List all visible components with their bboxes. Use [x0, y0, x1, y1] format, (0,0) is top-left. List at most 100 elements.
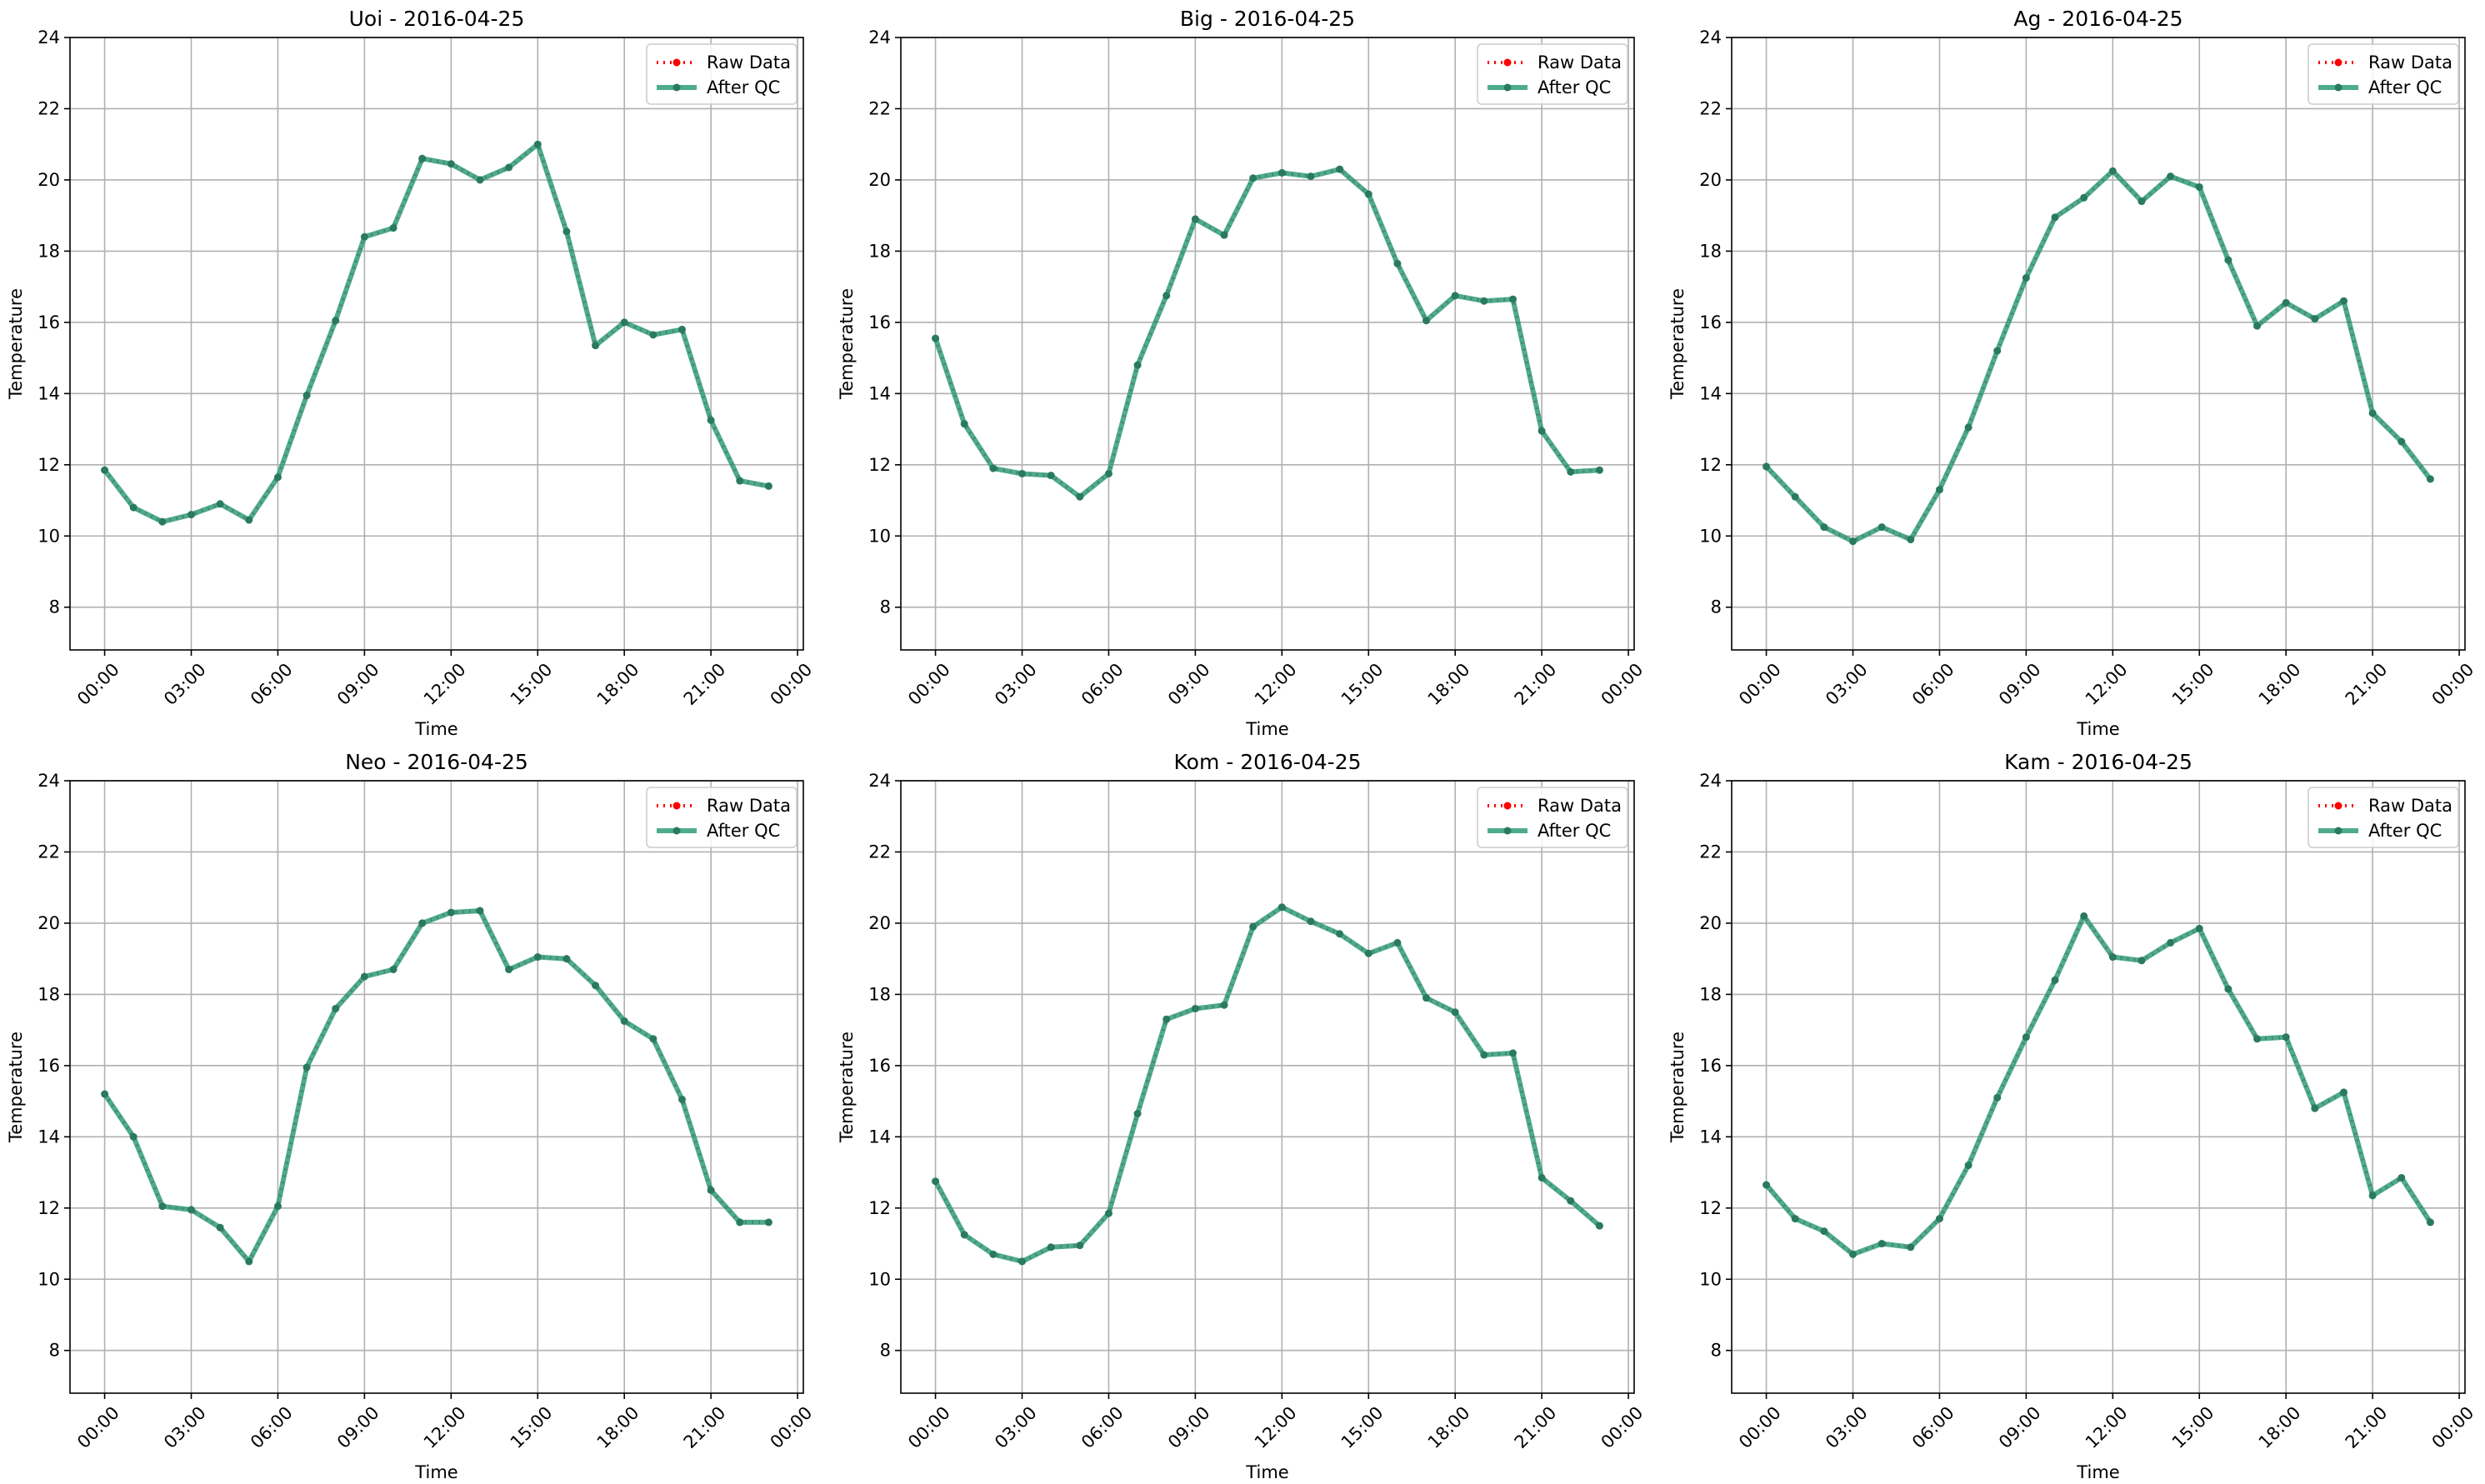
- after-qc-point: [1422, 994, 1431, 1002]
- subplot-title: Uoi - 2016-04-25: [349, 7, 525, 31]
- after-qc-point: [620, 1017, 628, 1025]
- after-qc-point: [2253, 322, 2262, 330]
- after-qc-point: [389, 224, 398, 232]
- axes-frame: [900, 37, 1635, 651]
- series-raw-data-line: [1765, 168, 2432, 543]
- after-qc-point: [1993, 347, 2002, 355]
- after-qc-point: [1538, 427, 1546, 435]
- series-raw-data-line: [933, 167, 1600, 499]
- after-qc-point: [129, 503, 138, 512]
- x-axis-label: Time: [414, 1462, 458, 1482]
- legend-qc-label: After QC: [707, 77, 780, 97]
- legend: Raw Data After QC: [646, 43, 798, 105]
- after-qc-point: [216, 1223, 224, 1232]
- after-qc-point: [1336, 930, 1344, 938]
- after-qc-point: [1220, 1001, 1228, 1009]
- after-qc-point: [1364, 190, 1372, 198]
- after-qc-point: [418, 919, 427, 927]
- x-axis-label: Time: [2076, 1462, 2119, 1482]
- legend: Raw Data After QC: [1477, 43, 1628, 105]
- after-qc-point: [932, 334, 940, 342]
- after-qc-point: [447, 908, 455, 917]
- after-qc-point: [1595, 1222, 1603, 1230]
- subplot-title: Kom - 2016-04-25: [1174, 750, 1362, 774]
- after-qc-point: [533, 140, 542, 148]
- after-qc-point: [1595, 466, 1603, 474]
- after-qc-point: [1076, 1242, 1084, 1250]
- series-raw-data-line: [102, 908, 769, 1265]
- subplot: 00:00 03:00 06:00 09:00 12:00 15:00 18:00 21:00…: [6, 7, 816, 739]
- x-tick-label: 00:00: [1598, 659, 1648, 709]
- legend-qc-marker: [672, 83, 681, 92]
- series-after-qc-line: [102, 142, 769, 525]
- legend-raw-label: Raw Data: [707, 52, 791, 72]
- y-tick-label: 16: [868, 1056, 891, 1076]
- after-qc-point: [1878, 523, 1886, 532]
- after-qc-point: [273, 473, 282, 482]
- y-tick-label: 20: [1699, 170, 1722, 190]
- after-qc-point: [2368, 409, 2377, 417]
- y-tick-label: 10: [868, 1269, 891, 1289]
- after-qc-point: [2253, 1035, 2262, 1043]
- axes-frame: [900, 780, 1635, 1394]
- after-qc-point: [1191, 215, 1199, 223]
- subplot-title: Kam - 2016-04-25: [2004, 750, 2192, 774]
- subplot: 00:00 03:00 06:00 09:00 12:00 15:00 18:00 21:00…: [1668, 7, 2478, 739]
- after-qc-point: [1849, 1250, 1858, 1258]
- y-tick-label: 20: [1699, 913, 1722, 933]
- after-qc-point: [1964, 423, 1972, 432]
- x-tick-label: 09:00: [333, 1402, 383, 1452]
- grid-lines: [901, 780, 1634, 1393]
- x-tick-label: 18:00: [593, 1402, 643, 1452]
- series-after-qc-line: [932, 167, 1600, 500]
- subplot: 00:00 03:00 06:00 09:00 12:00 15:00 18:00 21:00…: [837, 7, 1647, 739]
- x-tick-label: 00:00: [2428, 659, 2478, 709]
- after-qc-point: [678, 325, 686, 333]
- y-tick-label: 22: [1699, 98, 1722, 118]
- legend-raw-label: Raw Data: [1538, 52, 1622, 72]
- grid-lines: [70, 780, 803, 1393]
- after-qc-point: [2051, 976, 2059, 984]
- x-tick-label: 00:00: [904, 1402, 954, 1452]
- x-tick-label: 09:00: [1995, 659, 2045, 709]
- x-tick-label: 12:00: [2082, 659, 2132, 709]
- x-tick-label: 09:00: [333, 659, 383, 709]
- legend-qc-marker: [672, 827, 681, 835]
- y-tick-label: 24: [868, 771, 891, 791]
- series-after-qc-line: [1764, 913, 2432, 1257]
- x-tick-label: 21:00: [680, 659, 730, 709]
- axes-frame: [1731, 780, 2466, 1394]
- after-qc-point: [2311, 1104, 2319, 1112]
- after-qc-point: [2311, 315, 2319, 323]
- y-tick-label: 8: [880, 1341, 891, 1361]
- after-qc-point: [332, 317, 340, 325]
- after-qc-point: [2339, 1088, 2348, 1097]
- after-qc-point: [2282, 1033, 2290, 1042]
- y-tick-label: 12: [1699, 455, 1722, 475]
- after-qc-point: [1538, 1173, 1546, 1182]
- x-tick-label: 12:00: [420, 1402, 470, 1452]
- x-tick-label: 09:00: [1164, 659, 1214, 709]
- y-tick-label: 20: [868, 170, 891, 190]
- y-tick-label: 12: [1699, 1198, 1722, 1218]
- legend-raw-marker: [1503, 58, 1512, 67]
- after-qc-point: [1791, 1215, 1799, 1223]
- after-qc-point: [1567, 467, 1575, 476]
- after-qc-point: [1336, 165, 1344, 173]
- x-tick-label: 15:00: [2168, 1402, 2218, 1452]
- after-qc-point: [1508, 1049, 1517, 1057]
- after-qc-point: [302, 1063, 311, 1072]
- x-tick-label: 21:00: [1511, 1402, 1561, 1452]
- x-tick-label: 12:00: [1251, 1402, 1301, 1452]
- y-tick-label: 16: [38, 1056, 60, 1076]
- y-axis-label: Temperature: [1668, 1032, 1688, 1143]
- after-qc-point: [129, 1132, 138, 1141]
- after-qc-point: [649, 331, 658, 339]
- x-tick-label: 15:00: [507, 1402, 557, 1452]
- after-qc-point: [989, 1250, 998, 1258]
- y-tick-label: 22: [38, 842, 60, 862]
- y-tick-label: 14: [1699, 1127, 1722, 1147]
- after-qc-point: [418, 154, 427, 162]
- y-tick-label: 8: [49, 597, 60, 617]
